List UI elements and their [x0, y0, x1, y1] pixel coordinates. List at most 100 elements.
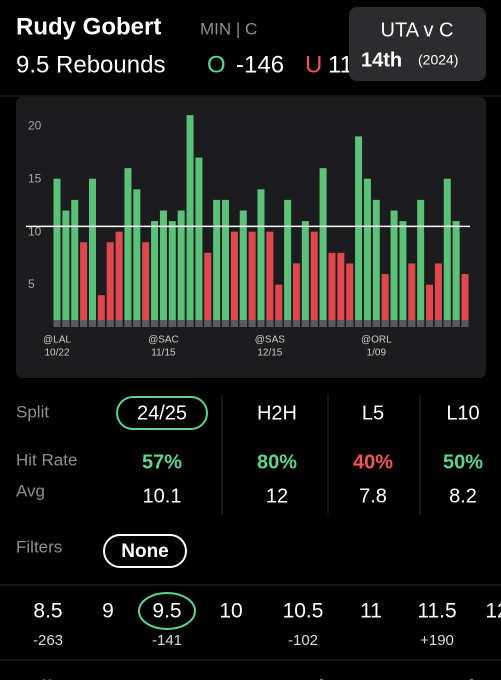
bar[interactable] [310, 231, 318, 327]
bar-base [443, 320, 451, 327]
line-value[interactable]: 10.5 [283, 600, 324, 623]
bar[interactable] [213, 199, 221, 327]
bar[interactable] [133, 189, 141, 327]
bar[interactable] [452, 221, 460, 327]
bar[interactable] [417, 199, 425, 327]
tab[interactable]: Win [450, 677, 486, 680]
bar[interactable] [230, 231, 238, 327]
bar-base [363, 320, 371, 327]
over-label[interactable]: O [207, 51, 226, 78]
bar[interactable] [399, 221, 407, 327]
bar[interactable] [346, 263, 354, 327]
bar[interactable] [301, 221, 309, 327]
bar-base [328, 320, 336, 327]
bar-base [186, 320, 194, 327]
bar[interactable] [426, 284, 434, 327]
bar[interactable] [319, 168, 327, 327]
bar[interactable] [390, 210, 398, 327]
team-position: MIN | C [200, 19, 257, 38]
bar[interactable] [443, 178, 451, 327]
bar-base [142, 320, 150, 327]
bar[interactable] [80, 242, 88, 327]
line-value[interactable]: 8.5 [33, 600, 62, 623]
bar[interactable] [461, 274, 469, 327]
bar[interactable] [292, 263, 300, 327]
line-value[interactable]: 10 [219, 600, 242, 623]
tab[interactable]: Win [300, 677, 336, 680]
bar[interactable] [337, 252, 345, 327]
bar[interactable] [239, 210, 247, 327]
filter-value[interactable]: None [121, 541, 169, 562]
split-column[interactable]: 24/25 [137, 402, 187, 424]
bar[interactable] [266, 231, 274, 327]
avg-label: Avg [16, 481, 45, 500]
bar-base [426, 320, 434, 327]
bar[interactable] [328, 252, 336, 327]
matchup-box[interactable] [349, 7, 486, 81]
bar[interactable] [177, 210, 185, 327]
bar[interactable] [71, 199, 79, 327]
y-tick-label: 5 [28, 277, 35, 291]
bar[interactable] [222, 199, 230, 327]
bar[interactable] [186, 115, 194, 327]
hit-rate: 57% [142, 451, 182, 473]
x-tick-label: @LAL [43, 335, 71, 346]
line-selected[interactable] [138, 592, 196, 630]
line-value[interactable]: 11.5 [417, 600, 456, 623]
hit-rate-label: Hit Rate [16, 450, 77, 469]
bar-base [195, 320, 203, 327]
bar-base [346, 320, 354, 327]
bar[interactable] [168, 221, 176, 327]
bar-base [301, 320, 309, 327]
matchup-title: UTA v C [381, 19, 454, 41]
line-value[interactable]: 9 [102, 600, 114, 623]
bar[interactable] [248, 231, 256, 327]
under-odds[interactable]: 11 [328, 51, 353, 78]
over-odds[interactable]: -146 [236, 51, 284, 78]
bar[interactable] [159, 210, 167, 327]
bar-base [452, 320, 460, 327]
tab[interactable]: Away [190, 677, 243, 680]
bar[interactable] [275, 284, 283, 327]
line-value[interactable]: 12 [485, 600, 501, 623]
bar[interactable] [363, 178, 371, 327]
split-pill[interactable] [116, 396, 208, 430]
tab[interactable]: Split [16, 677, 60, 680]
tab[interactable]: Loss [385, 677, 432, 680]
under-label[interactable]: U [305, 51, 322, 78]
bar[interactable] [434, 263, 442, 327]
bar-base [355, 320, 363, 327]
split-column[interactable]: L10 [446, 402, 479, 424]
hit-rate: 40% [353, 451, 393, 473]
line-odds: -102 [288, 632, 318, 649]
bar[interactable] [62, 210, 70, 327]
avg: 12 [266, 485, 288, 507]
bar[interactable] [355, 136, 363, 327]
bar-base [159, 320, 167, 327]
split-column[interactable]: H2H [257, 402, 297, 424]
bar[interactable] [195, 157, 203, 327]
bar[interactable] [97, 295, 105, 327]
bar[interactable] [284, 199, 292, 327]
bar-base [204, 320, 212, 327]
bar[interactable] [257, 189, 265, 327]
bar[interactable] [53, 178, 61, 327]
line-value[interactable]: 11 [360, 600, 382, 623]
bar[interactable] [124, 168, 132, 327]
bar[interactable] [115, 231, 123, 327]
bar[interactable] [372, 199, 380, 327]
bar-base [88, 320, 96, 327]
y-tick-label: 10 [28, 224, 42, 238]
filter-pill[interactable] [103, 534, 187, 568]
tab[interactable]: Home [96, 677, 152, 680]
bar[interactable] [151, 221, 159, 327]
bar[interactable] [142, 242, 150, 327]
bar[interactable] [88, 178, 96, 327]
bar[interactable] [381, 274, 389, 327]
bar[interactable] [408, 263, 416, 327]
bar[interactable] [204, 252, 212, 327]
split-column[interactable]: L5 [362, 402, 384, 424]
line-value[interactable]: 9.5 [152, 600, 181, 623]
bar[interactable] [106, 242, 114, 327]
